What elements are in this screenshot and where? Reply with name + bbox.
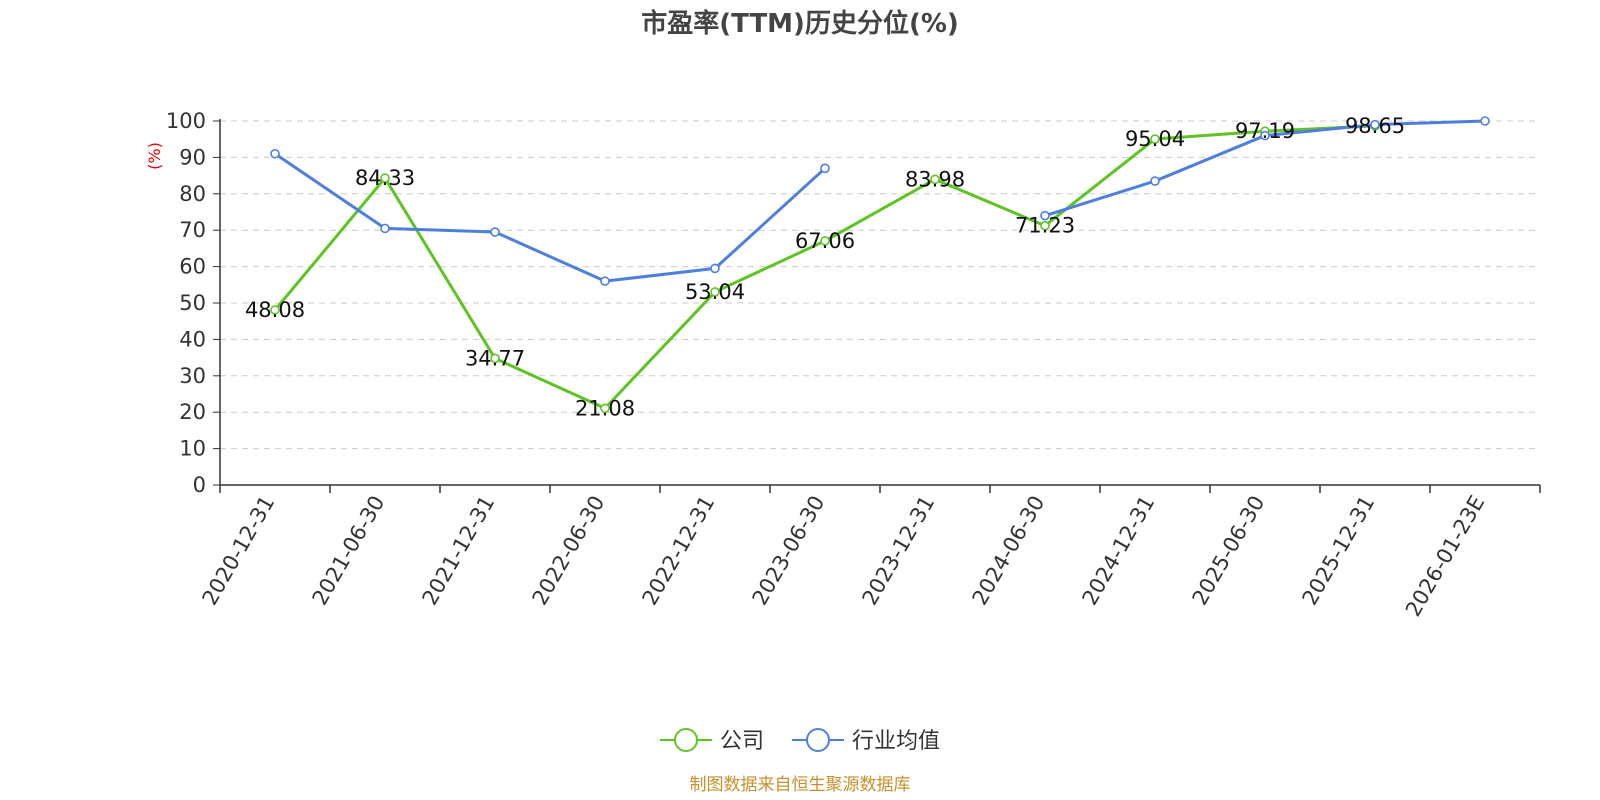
legend-marker-icon bbox=[674, 728, 698, 752]
y-tick-label: 0 bbox=[193, 473, 206, 497]
y-tick-label: 80 bbox=[179, 182, 206, 206]
data-point bbox=[1040, 220, 1050, 231]
data-point bbox=[1150, 134, 1160, 144]
data-point bbox=[270, 148, 280, 159]
x-tick-label: 2022-06-30 bbox=[528, 492, 610, 610]
x-tick-label: 2026-01-23E bbox=[1401, 492, 1489, 621]
data-point bbox=[380, 173, 390, 183]
y-tick-label: 90 bbox=[179, 145, 206, 169]
y-tick-label: 20 bbox=[179, 400, 206, 424]
legend-marker-icon bbox=[806, 728, 830, 752]
y-tick-label: 10 bbox=[179, 437, 206, 461]
x-tick-label: 2020-12-31 bbox=[198, 492, 280, 610]
y-tick-label: 100 bbox=[166, 109, 206, 133]
data-point bbox=[270, 305, 280, 315]
x-tick-label: 2025-12-31 bbox=[1298, 492, 1380, 610]
data-point bbox=[1040, 210, 1050, 221]
y-tick-label: 30 bbox=[179, 364, 206, 388]
chart-title: 市盈率(TTM)历史分位(%) bbox=[641, 8, 959, 39]
series-line-industry-average bbox=[274, 152, 827, 283]
data-label: 71.23 bbox=[1015, 214, 1075, 238]
data-point bbox=[490, 353, 500, 364]
data-point bbox=[710, 263, 720, 274]
data-point bbox=[1370, 119, 1380, 130]
x-tick-label: 2021-06-30 bbox=[308, 492, 390, 610]
data-point bbox=[820, 163, 830, 174]
y-axis-unit: (%) bbox=[145, 142, 164, 170]
y-tick-label: 40 bbox=[179, 327, 206, 351]
data-point bbox=[1260, 130, 1270, 141]
series-layer bbox=[270, 116, 1490, 414]
data-label: 48.08 bbox=[245, 298, 305, 322]
data-labels: 48.08 84.33 34.77 21.08 53.04 67.06 83.98 71.23… bbox=[245, 114, 1405, 420]
x-tick-label: 2022-12-31 bbox=[638, 492, 720, 610]
x-tick-label: 2024-06-30 bbox=[968, 492, 1050, 610]
y-tick-label: 50 bbox=[179, 291, 206, 315]
x-tick-label: 2021-12-31 bbox=[418, 492, 500, 610]
data-point bbox=[710, 287, 720, 297]
data-point bbox=[1150, 176, 1160, 186]
data-label: 67.06 bbox=[795, 229, 855, 253]
grid-lines bbox=[220, 120, 1540, 450]
x-tick-label: 2023-12-31 bbox=[858, 492, 940, 610]
data-label: 84.33 bbox=[355, 166, 415, 190]
source-note: 制图数据来自恒生聚源数据库 bbox=[690, 775, 911, 795]
x-tick-label: 2025-06-30 bbox=[1188, 492, 1270, 610]
data-point bbox=[600, 276, 610, 286]
data-label: 95.04 bbox=[1125, 127, 1185, 151]
y-tick-label: 60 bbox=[179, 255, 206, 279]
legend-label: 公司 bbox=[720, 729, 764, 754]
data-label: 83.98 bbox=[905, 167, 965, 191]
x-tick-label: 2023-06-30 bbox=[748, 492, 830, 610]
data-point bbox=[930, 174, 940, 185]
data-point bbox=[1480, 116, 1490, 126]
data-label: 21.08 bbox=[575, 396, 635, 420]
legend: 公司 行业均值 bbox=[660, 728, 940, 754]
data-label: 34.77 bbox=[465, 346, 525, 370]
y-tick-label: 70 bbox=[179, 218, 206, 242]
data-point bbox=[490, 227, 500, 237]
data-label: 98.65 bbox=[1345, 114, 1405, 138]
data-point bbox=[380, 223, 390, 234]
legend-label: 行业均值 bbox=[852, 729, 940, 754]
data-point bbox=[820, 236, 830, 246]
data-point bbox=[600, 403, 610, 414]
data-label: 53.04 bbox=[685, 280, 745, 304]
data-label: 97.19 bbox=[1235, 119, 1295, 143]
x-tick-label: 2024-12-31 bbox=[1078, 492, 1160, 610]
